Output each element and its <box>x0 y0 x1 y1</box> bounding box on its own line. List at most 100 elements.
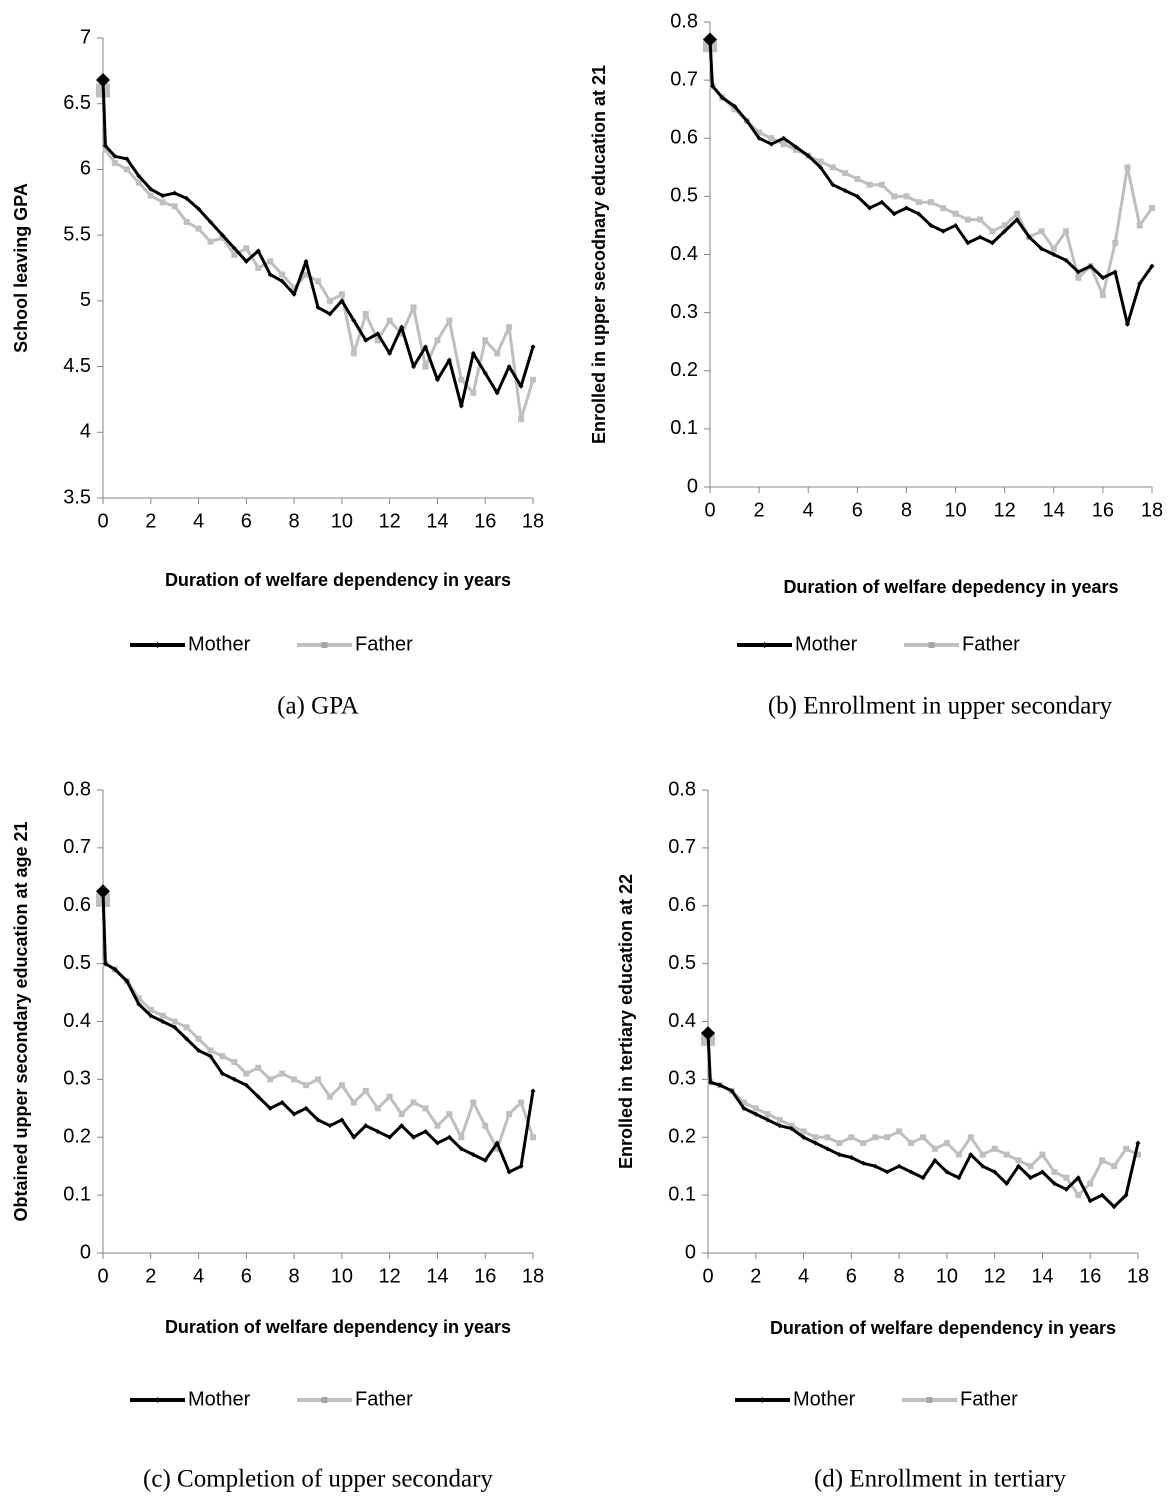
y-tick-label: 3.5 <box>63 486 91 508</box>
data-point <box>172 1024 178 1030</box>
data-point <box>824 1134 831 1141</box>
data-point <box>920 1134 926 1141</box>
x-tick-label: 8 <box>289 1265 300 1287</box>
data-point <box>291 1076 298 1083</box>
x-tick-label: 0 <box>97 510 108 532</box>
y-tick-label: 0.3 <box>63 1068 91 1090</box>
y-tick-label: 0.1 <box>668 1183 696 1205</box>
data-point <box>1028 1175 1033 1181</box>
data-point <box>789 1126 795 1132</box>
data-point <box>303 258 309 264</box>
data-point <box>267 258 274 265</box>
x-tick-label: 16 <box>1079 1265 1101 1287</box>
data-point <box>303 1082 310 1089</box>
data-point <box>867 205 873 211</box>
data-point <box>1016 1163 1022 1169</box>
data-point <box>1013 210 1020 217</box>
legend-marker <box>928 642 935 648</box>
data-point <box>860 1160 866 1166</box>
data-point <box>764 1111 771 1118</box>
data-point <box>339 298 345 304</box>
x-axis-title: Duration of welfare dependency in years <box>165 570 511 590</box>
x-tick-label: 2 <box>145 510 156 532</box>
data-point <box>446 1134 452 1140</box>
y-axis-title: School leaving GPA <box>11 183 31 353</box>
data-point <box>422 1105 429 1112</box>
data-point <box>805 153 811 159</box>
data-point <box>891 193 898 200</box>
data-point <box>1001 222 1008 229</box>
data-point <box>1087 1198 1093 1204</box>
data-point <box>147 1006 154 1013</box>
data-point <box>781 135 787 141</box>
y-tick-label: 0.1 <box>63 1183 91 1205</box>
data-point <box>800 1128 807 1135</box>
data-point <box>1063 1174 1070 1181</box>
data-point <box>470 389 477 396</box>
data-point <box>1075 274 1082 281</box>
data-point <box>884 1134 891 1141</box>
data-point <box>1135 1140 1141 1146</box>
data-point <box>1124 164 1131 171</box>
data-point <box>768 141 774 147</box>
data-point <box>160 193 166 199</box>
data-point <box>1123 1145 1130 1152</box>
x-tick-label: 0 <box>97 1265 108 1287</box>
data-point <box>878 181 885 188</box>
data-point <box>196 1047 202 1053</box>
data-point <box>943 1140 950 1147</box>
data-point <box>1088 263 1094 269</box>
data-point <box>171 203 178 210</box>
legend-label: Father <box>355 1388 413 1410</box>
data-point <box>1075 1175 1081 1181</box>
data-point <box>872 1163 878 1169</box>
caption: (d) Enrollment in tertiary <box>814 1466 1067 1493</box>
data-point <box>326 297 333 304</box>
legend-marker <box>321 1397 328 1403</box>
data-point <box>801 1134 807 1140</box>
data-point <box>1051 1168 1058 1175</box>
data-point <box>1039 246 1044 252</box>
data-point <box>777 1123 783 1129</box>
caption: (b) Enrollment in upper secondary <box>768 693 1113 720</box>
data-point <box>398 1111 405 1118</box>
data-point <box>434 1140 440 1146</box>
data-point <box>315 1117 321 1123</box>
series-line <box>101 891 535 1174</box>
y-tick-label: 0.5 <box>670 185 698 207</box>
data-point <box>896 1128 903 1135</box>
data-point <box>255 1064 262 1071</box>
data-point <box>147 192 154 199</box>
data-point <box>183 1024 190 1031</box>
data-point <box>136 173 142 179</box>
data-point <box>1051 252 1057 257</box>
data-point <box>482 337 489 344</box>
data-point <box>817 158 824 165</box>
data-point <box>964 216 971 223</box>
data-point <box>1099 1192 1105 1198</box>
data-point <box>350 350 357 357</box>
data-point <box>410 304 417 311</box>
x-tick-label: 2 <box>750 1265 761 1287</box>
data-point <box>255 1094 261 1100</box>
x-tick-label: 12 <box>379 1265 401 1287</box>
data-point <box>1136 222 1143 229</box>
data-point <box>195 225 202 232</box>
data-point <box>386 1093 393 1100</box>
y-tick-label: 0.6 <box>670 127 698 149</box>
x-tick-label: 12 <box>379 510 401 532</box>
data-point <box>707 1079 713 1085</box>
data-point <box>172 190 178 196</box>
data-point <box>208 219 213 225</box>
data-point <box>243 1070 250 1077</box>
data-point <box>908 1140 915 1147</box>
data-point <box>267 272 273 278</box>
legend-marker <box>759 1397 766 1403</box>
data-point <box>374 1105 381 1112</box>
data-point <box>279 271 286 278</box>
y-tick-label: 0.3 <box>668 1068 696 1090</box>
data-point <box>422 363 429 370</box>
data-point <box>291 291 297 297</box>
y-tick-label: 0 <box>80 1241 91 1263</box>
data-point <box>446 317 453 324</box>
